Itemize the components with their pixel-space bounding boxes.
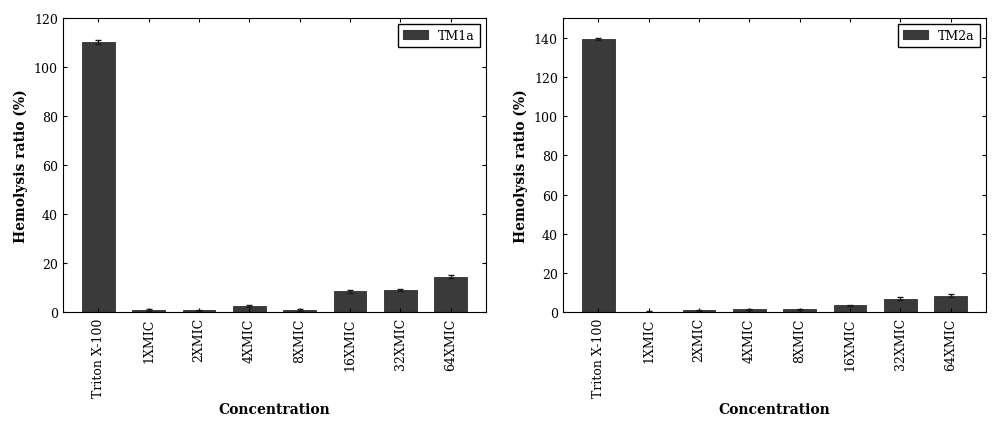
Bar: [884, 299, 917, 313]
Bar: [82, 43, 115, 313]
X-axis label: Concentration: Concentration: [219, 402, 330, 416]
Bar: [183, 310, 215, 313]
Y-axis label: Hemolysis ratio (%): Hemolysis ratio (%): [14, 89, 28, 243]
Bar: [283, 310, 316, 313]
Bar: [233, 307, 266, 313]
Bar: [632, 312, 665, 313]
Bar: [683, 310, 715, 313]
Bar: [384, 291, 417, 313]
Bar: [733, 310, 766, 313]
Legend: TM2a: TM2a: [898, 25, 980, 48]
Bar: [434, 277, 467, 313]
Bar: [582, 40, 615, 313]
Bar: [132, 310, 165, 313]
X-axis label: Concentration: Concentration: [719, 402, 830, 416]
Bar: [783, 310, 816, 313]
Y-axis label: Hemolysis ratio (%): Hemolysis ratio (%): [514, 89, 528, 243]
Bar: [834, 306, 866, 313]
Bar: [334, 292, 366, 313]
Legend: TM1a: TM1a: [398, 25, 480, 48]
Bar: [934, 296, 967, 313]
